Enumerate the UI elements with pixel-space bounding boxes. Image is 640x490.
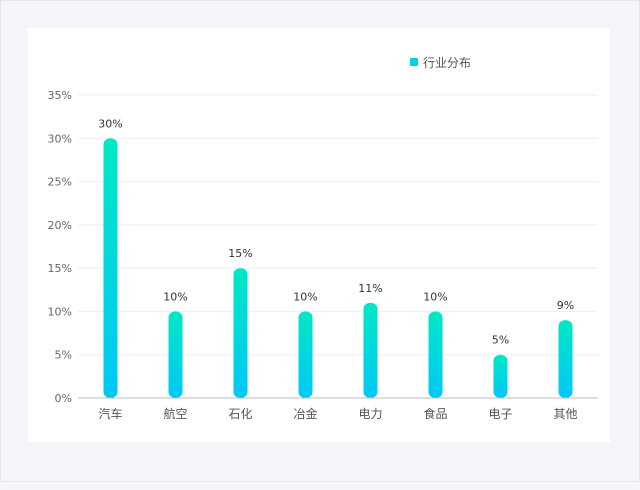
y-tick-label: 25% xyxy=(48,176,72,189)
bar-4[interactable] xyxy=(363,302,378,398)
bar-3[interactable] xyxy=(298,311,313,398)
y-tick-label: 10% xyxy=(48,305,72,318)
bar-5[interactable] xyxy=(428,311,443,398)
data-labels: 30% 10% 15% 10% 11% 10% 5% 9% xyxy=(98,117,574,346)
y-tick-label: 35% xyxy=(48,89,72,102)
legend-label: 行业分布 xyxy=(423,56,471,70)
y-tick-label: 20% xyxy=(48,219,72,232)
data-label: 10% xyxy=(293,290,317,303)
x-tick-label: 航空 xyxy=(163,406,187,421)
x-axis-tick-labels: 汽车 航空 石化 冶金 电力 食品 电子 其他 xyxy=(98,406,577,421)
bar-6[interactable] xyxy=(493,354,508,398)
bar-7[interactable] xyxy=(558,320,573,398)
x-tick-label: 汽车 xyxy=(98,406,122,421)
y-axis-tick-labels: 0% 5% 10% 15% 20% 25% 30% 35% xyxy=(48,89,72,405)
y-tick-label: 0% xyxy=(55,392,72,405)
data-label: 30% xyxy=(98,117,122,130)
chart-card xyxy=(28,28,610,442)
legend-swatch xyxy=(410,58,418,66)
x-tick-label: 食品 xyxy=(423,406,447,421)
data-label: 9% xyxy=(557,299,574,312)
data-label: 10% xyxy=(423,290,447,303)
data-label: 11% xyxy=(358,282,382,295)
bar-0[interactable] xyxy=(103,138,118,399)
x-tick-label: 电子 xyxy=(488,407,512,421)
x-tick-label: 电力 xyxy=(358,407,382,421)
y-tick-label: 30% xyxy=(48,132,72,145)
x-tick-label: 石化 xyxy=(228,407,252,421)
gridlines xyxy=(78,94,598,356)
bar-2[interactable] xyxy=(233,268,248,398)
data-label: 15% xyxy=(228,247,252,260)
x-tick-label: 其他 xyxy=(553,407,577,421)
x-tick-label: 冶金 xyxy=(293,406,317,421)
y-tick-label: 5% xyxy=(55,349,72,362)
data-label: 10% xyxy=(163,290,187,303)
y-tick-label: 15% xyxy=(48,262,72,275)
bars xyxy=(103,138,573,399)
data-label: 5% xyxy=(492,334,509,347)
legend[interactable]: 行业分布 xyxy=(410,56,471,70)
bar-1[interactable] xyxy=(168,311,183,398)
